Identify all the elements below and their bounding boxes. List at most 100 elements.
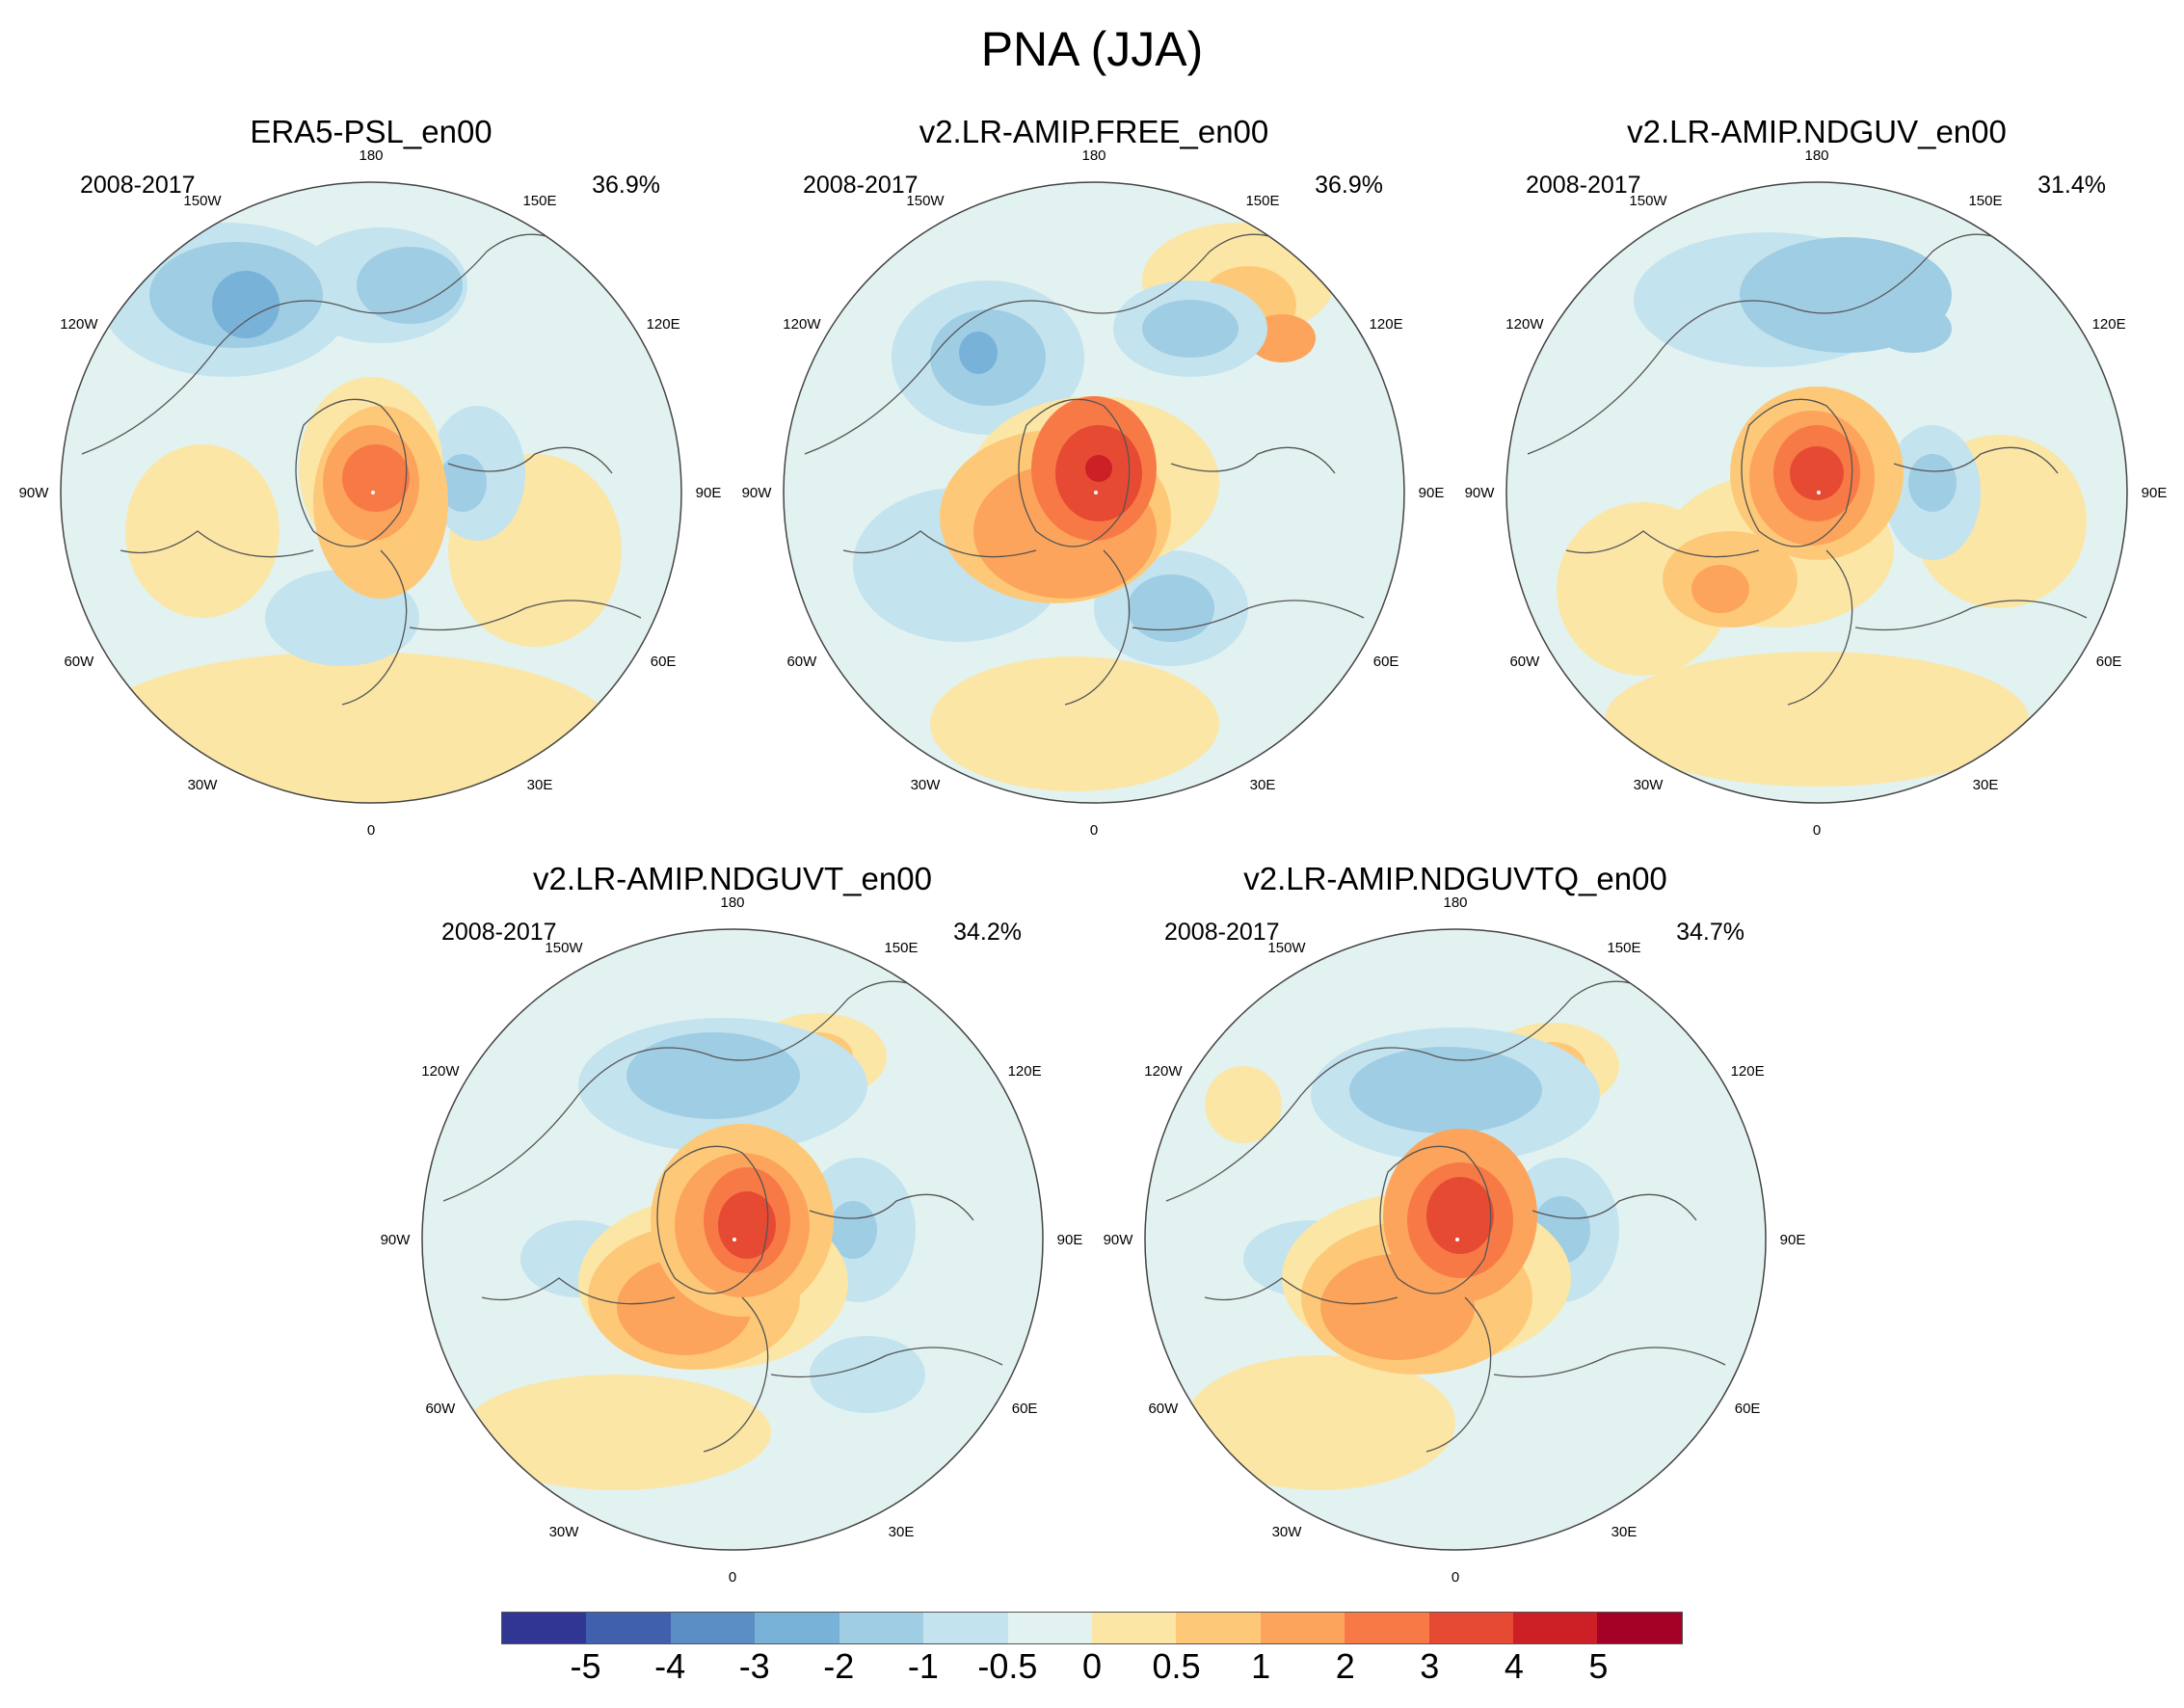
longitude-label: 90W	[19, 485, 50, 501]
longitude-label: 30W	[188, 777, 219, 793]
anomaly-contour	[718, 1191, 776, 1259]
period-label: 2008-2017	[441, 919, 557, 946]
longitude-label: 0	[367, 822, 375, 839]
figure-title: PNA (JJA)	[980, 22, 1204, 76]
polar-map: 180 150E 120E 90E 60E 30E 0 30W 60W 90W 120W 150W	[1465, 147, 2168, 839]
colorbar-swatch	[1091, 1613, 1177, 1643]
longitude-label: 90E	[1780, 1232, 1806, 1248]
map-frame	[1505, 181, 2128, 804]
variance-label: 36.9%	[592, 172, 660, 199]
anomaly-contour	[1128, 574, 1214, 642]
longitude-label: 150E	[1245, 193, 1279, 209]
colorbar-tick-label: 2	[1335, 1646, 1355, 1686]
longitude-label: 30W	[549, 1524, 580, 1540]
longitude-label: 120E	[647, 316, 680, 333]
longitude-label: 30W	[1634, 777, 1665, 793]
longitude-label: 60E	[1735, 1401, 1761, 1417]
panel-title: ERA5-PSL_en00	[250, 114, 493, 149]
map-frame	[1144, 928, 1767, 1551]
anomaly-contour	[1790, 446, 1844, 500]
longitude-label: 60E	[1012, 1401, 1038, 1417]
longitude-label: 60W	[1148, 1401, 1179, 1417]
longitude-label: 120W	[60, 316, 98, 333]
longitude-label: 150E	[884, 940, 918, 956]
anomaly-contour	[1085, 455, 1112, 482]
anomaly-contour	[1185, 1355, 1455, 1490]
colorbar-swatch	[1597, 1613, 1682, 1643]
anomaly-contour	[212, 271, 280, 338]
longitude-label: 150W	[906, 193, 945, 209]
panel-title: v2.LR-AMIP.NDGUV_en00	[1627, 114, 2007, 149]
colorbar-swatch	[1176, 1613, 1261, 1643]
longitude-label: 60W	[64, 654, 94, 670]
anomaly-contour	[342, 444, 410, 512]
map-frame	[421, 928, 1044, 1551]
longitude-label: 30E	[889, 1524, 915, 1540]
panel-title: v2.LR-AMIP.NDGUVT_en00	[533, 861, 932, 896]
anomaly-contour	[1605, 652, 2029, 787]
longitude-label: 30W	[911, 777, 942, 793]
anomaly-contour	[810, 1336, 925, 1413]
longitude-label: 30W	[1272, 1524, 1303, 1540]
colorbar-tick-label: 0.5	[1152, 1646, 1201, 1686]
coastlines	[442, 980, 1003, 1453]
longitude-label: 120W	[1144, 1063, 1183, 1080]
longitude-label: 90E	[1057, 1232, 1083, 1248]
map-panel-nduv: 180 150E 120E 90E 60E 30E 0 30W 60W 90W 120W 150W v…	[1465, 114, 2168, 866]
anomaly-contour	[1426, 1177, 1494, 1254]
longitude-label: 180	[1804, 147, 1828, 164]
map-panel-nduvt: 180 150E 120E 90E 60E 30E 0 30W 60W 90W 120W 150W v…	[381, 861, 1083, 1613]
longitude-label: 120E	[1370, 316, 1403, 333]
coastlines	[1165, 980, 1726, 1453]
period-label: 2008-2017	[80, 172, 196, 199]
map-panel-era5: 180 150E 120E 90E 60E 30E 0 30W 60W 90W 120W 150W E…	[19, 114, 722, 866]
longitude-label: 30E	[1250, 777, 1276, 793]
polar-map: 180 150E 120E 90E 60E 30E 0 30W 60W 90W 120W 150W	[19, 147, 722, 839]
longitude-label: 90W	[1104, 1232, 1134, 1248]
period-label: 2008-2017	[1526, 172, 1641, 199]
colorbar-swatch	[923, 1613, 1008, 1643]
longitude-label: 60E	[1373, 654, 1399, 670]
colorbar-swatch	[502, 1613, 587, 1643]
colorbar-swatch	[1428, 1613, 1514, 1643]
longitude-label: 60W	[786, 654, 817, 670]
longitude-label: 90E	[2142, 485, 2168, 501]
anomaly-contour	[829, 1201, 877, 1259]
map-frame	[783, 181, 1405, 804]
longitude-label: 90E	[1419, 485, 1445, 501]
map-frame	[60, 181, 682, 804]
longitude-label: 90E	[696, 485, 722, 501]
colorbar-swatch	[1260, 1613, 1345, 1643]
colorbar-tick-label: 1	[1251, 1646, 1271, 1686]
longitude-label: 120W	[1505, 316, 1544, 333]
longitude-label: 90W	[742, 485, 773, 501]
variance-label: 36.9%	[1315, 172, 1383, 199]
polar-map: 180 150E 120E 90E 60E 30E 0 30W 60W 90W 120W 150W	[381, 894, 1083, 1586]
colorbar-swatch	[1345, 1613, 1429, 1643]
longitude-label: 120E	[2092, 316, 2126, 333]
longitude-label: 120E	[1731, 1063, 1765, 1080]
colorbar-swatch	[755, 1613, 839, 1643]
colorbar-tick-label: 4	[1504, 1646, 1524, 1686]
coastlines	[81, 233, 642, 706]
longitude-label: 60W	[425, 1401, 456, 1417]
longitude-label: 90W	[1465, 485, 1496, 501]
map-panel-free: 180 150E 120E 90E 60E 30E 0 30W 60W 90W 120W 150W v…	[742, 114, 1445, 866]
coastlines	[804, 233, 1365, 706]
colorbar-tick-label: -4	[654, 1646, 686, 1686]
longitude-label: 30E	[1973, 777, 1999, 793]
longitude-label: 180	[1443, 894, 1467, 911]
colorbar-swatch	[670, 1613, 756, 1643]
longitude-label: 90W	[381, 1232, 412, 1248]
colorbar-tick-label: 5	[1588, 1646, 1609, 1686]
colorbar-tick-label: 3	[1420, 1646, 1440, 1686]
variance-label: 31.4%	[2038, 172, 2106, 199]
longitude-label: 0	[1452, 1569, 1459, 1586]
longitude-label: 120W	[783, 316, 821, 333]
longitude-label: 60E	[2096, 654, 2122, 670]
polar-map: 180 150E 120E 90E 60E 30E 0 30W 60W 90W 120W 150W	[742, 147, 1445, 839]
anomaly-contour	[357, 247, 463, 324]
longitude-label: 60W	[1509, 654, 1540, 670]
longitude-label: 60E	[651, 654, 677, 670]
longitude-label: 150E	[1607, 940, 1640, 956]
